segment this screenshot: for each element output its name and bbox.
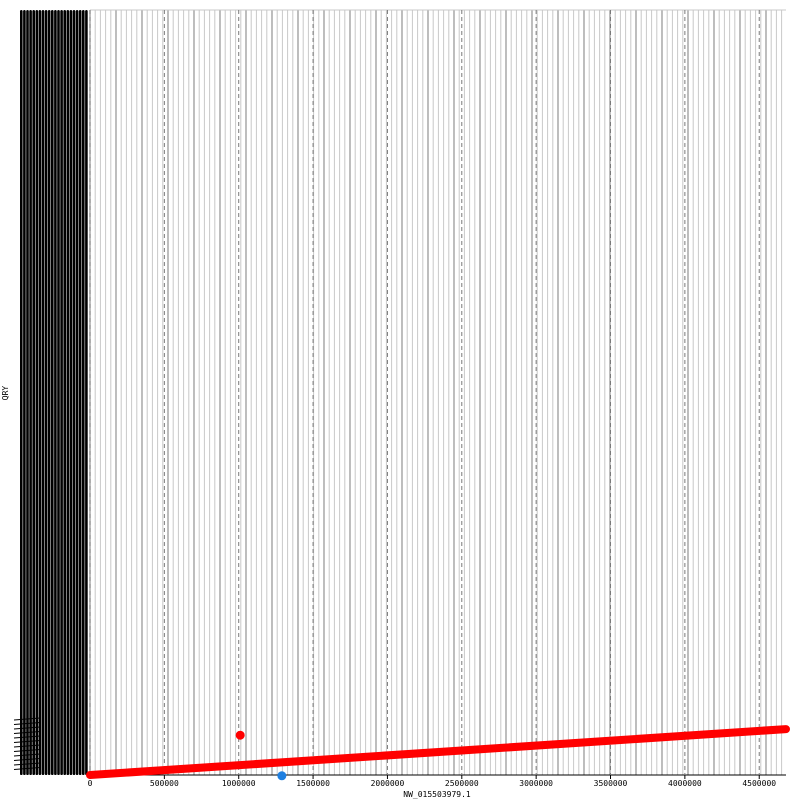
y-label-line	[13, 753, 41, 757]
data-marks	[86, 725, 790, 781]
y-label-line	[13, 740, 41, 743]
alignment-point	[277, 771, 287, 781]
y-label-bar	[47, 10, 51, 775]
y-label-bar	[38, 10, 42, 775]
y-label-line	[13, 726, 41, 730]
y-label-bar	[63, 10, 66, 775]
x-axis-title: NW_015503979.1	[403, 790, 471, 799]
y-label-bar	[60, 10, 63, 775]
y-label-line	[13, 717, 41, 721]
x-tick-label: 1500000	[296, 779, 330, 788]
y-label-bar	[69, 10, 73, 775]
y-label-bar	[35, 10, 39, 775]
x-tick-label: 0	[88, 779, 93, 788]
y-label-bar	[23, 10, 26, 775]
y-label-bar	[51, 10, 54, 775]
y-label-line	[13, 762, 41, 766]
y-label-bar	[41, 10, 45, 775]
y-label-bar	[72, 10, 76, 775]
y-label-line	[13, 722, 41, 725]
y-label-bar	[26, 10, 29, 775]
x-tick-label: 4500000	[742, 779, 776, 788]
y-label-line	[13, 731, 41, 734]
x-tick-label: 2500000	[445, 779, 479, 788]
x-tick-label: 500000	[150, 779, 179, 788]
x-tick-label: 2000000	[371, 779, 405, 788]
y-label-bar	[66, 10, 70, 775]
y-label-line	[13, 735, 41, 739]
y-tick-label-stack	[13, 10, 88, 775]
y-label-bar	[54, 10, 57, 775]
y-label-line	[13, 758, 41, 761]
x-tick-label: 3500000	[594, 779, 628, 788]
y-label-bar	[82, 10, 85, 775]
y-label-line	[13, 749, 41, 752]
y-axis-title: QRY	[1, 386, 10, 401]
y-label-bar	[57, 10, 60, 775]
y-label-line	[13, 767, 41, 770]
y-label-bar	[78, 10, 82, 775]
y-label-line	[13, 744, 41, 748]
y-label-bar	[85, 10, 88, 775]
y-label-bar	[75, 10, 79, 775]
y-label-bar	[44, 10, 48, 775]
grid-lines	[89, 9, 786, 776]
x-axis-ticks: 0 500000 1000000 1500000 2000000 2500000 30000…	[88, 775, 776, 788]
x-tick-label: 4000000	[668, 779, 702, 788]
y-label-bar	[29, 10, 32, 775]
y-label-bar	[20, 10, 23, 775]
x-tick-label: 3000000	[519, 779, 553, 788]
x-tick-label: 1000000	[222, 779, 256, 788]
y-label-bar	[32, 10, 35, 775]
alignment-point	[235, 730, 245, 740]
alignment-segment	[86, 725, 790, 779]
